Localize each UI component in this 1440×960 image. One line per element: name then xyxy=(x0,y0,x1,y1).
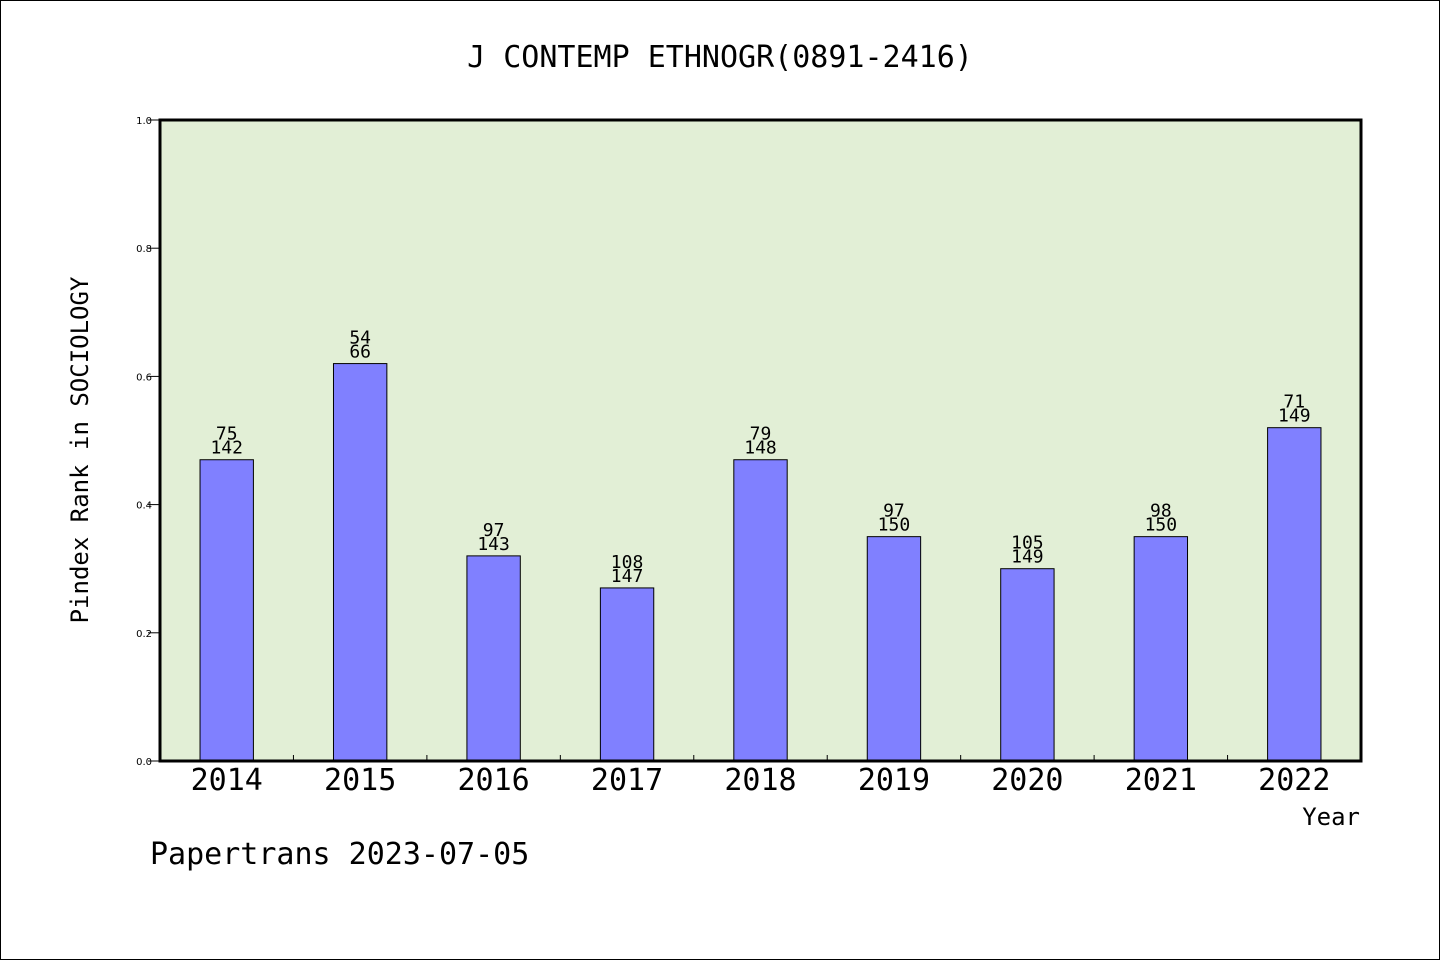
bar-total-label: 149 xyxy=(1278,406,1311,427)
bar-rank-label: 97 xyxy=(883,501,905,522)
x-tick-label: 2021 xyxy=(1125,763,1197,798)
x-tick-label: 2018 xyxy=(724,763,796,798)
x-tick-label: 2015 xyxy=(324,763,396,798)
y-tick-label: 0.6 xyxy=(136,372,152,383)
y-tick-label: 0.2 xyxy=(136,629,152,640)
x-tick-label: 2019 xyxy=(858,763,930,798)
footer-credit: Papertrans 2023-07-05 xyxy=(150,837,529,872)
y-tick-label: 1.0 xyxy=(136,116,152,127)
bar-2020 xyxy=(1000,568,1055,762)
bar-rank-label: 97 xyxy=(483,520,505,541)
y-tick-label: 0.4 xyxy=(136,501,152,512)
plot-border xyxy=(158,118,1363,763)
x-axis-label: Year xyxy=(1302,803,1360,831)
bar-total-label: 150 xyxy=(1145,515,1178,536)
bar-labels-layer: 7514254669714310814779148971501051499815… xyxy=(210,328,1310,587)
bars-layer xyxy=(199,363,1322,762)
bar-rank-label: 79 xyxy=(750,424,772,445)
bar-total-label: 143 xyxy=(477,534,510,555)
x-tick-label: 2014 xyxy=(191,763,263,798)
y-axis: 0.0 0.2 0.4 0.6 0.8 1.0 xyxy=(136,116,160,768)
bar-2017 xyxy=(599,587,655,762)
bar-total-label: 150 xyxy=(878,515,911,536)
y-tick-label: 0.8 xyxy=(136,244,152,255)
bar-rank-label: 54 xyxy=(349,328,371,349)
bar-total-label: 66 xyxy=(349,342,371,363)
y-tick-label: 0.0 xyxy=(136,757,152,768)
bar-total-label: 148 xyxy=(744,438,777,459)
bar-rank-label: 108 xyxy=(611,552,644,573)
bar-2016 xyxy=(466,555,521,762)
bar-2022 xyxy=(1267,427,1322,762)
x-tick-label: 2017 xyxy=(591,763,663,798)
bar-rank-label: 98 xyxy=(1150,501,1172,522)
x-tick-label: 2022 xyxy=(1258,763,1330,798)
bar-2019 xyxy=(866,536,922,762)
x-axis: 2014 2015 2016 2017 2018 2019 2020 2021 2022 xyxy=(191,755,1330,798)
bar-total-label: 149 xyxy=(1011,547,1044,568)
bar-2014 xyxy=(199,459,254,762)
y-axis-label: Pindex Rank in SOCIOLOGY xyxy=(66,276,94,623)
x-tick-label: 2020 xyxy=(991,763,1063,798)
x-tick-label: 2016 xyxy=(457,763,529,798)
bar-2015 xyxy=(332,363,388,762)
bar-rank-label: 71 xyxy=(1283,392,1305,413)
bar-total-label: 142 xyxy=(210,438,243,459)
bar-total-label: 147 xyxy=(611,566,644,587)
bar-2018 xyxy=(733,459,788,762)
bar-rank-label: 105 xyxy=(1011,533,1044,554)
bar-rank-label: 75 xyxy=(216,424,238,445)
bar-2021 xyxy=(1133,536,1189,762)
chart-title: J CONTEMP ETHNOGR(0891-2416) xyxy=(467,40,973,75)
